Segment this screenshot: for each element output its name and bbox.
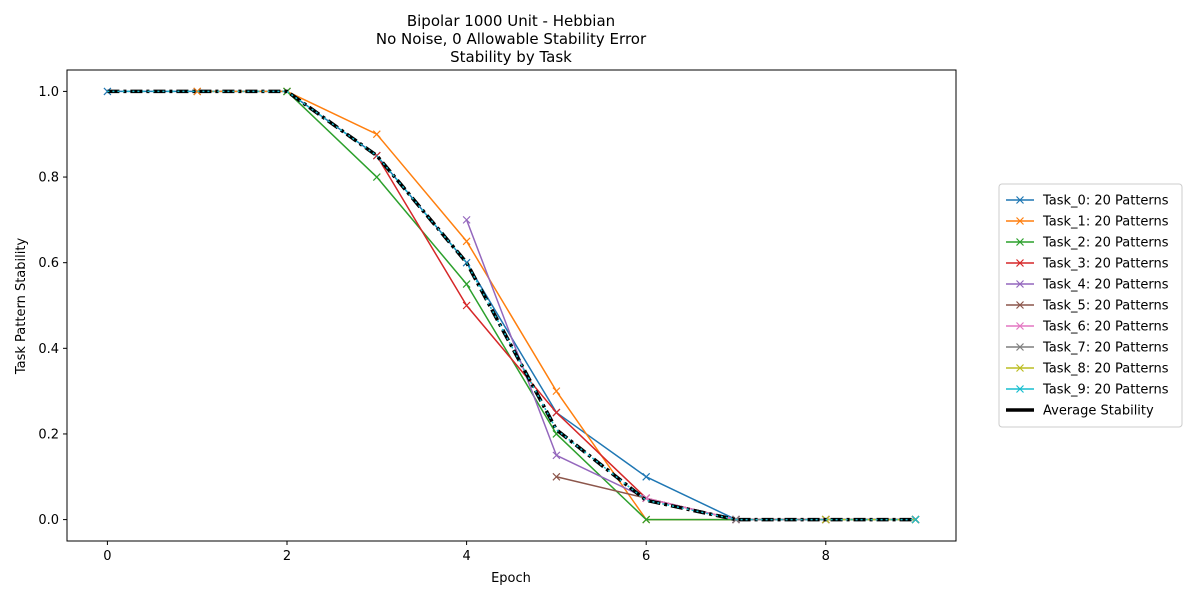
data-point-task-4 — [552, 451, 561, 460]
x-tick-label: 6 — [642, 549, 650, 564]
x-tick-label: 4 — [462, 549, 470, 564]
data-point-task-1 — [193, 87, 202, 96]
data-point-task-9 — [911, 515, 920, 524]
chart-title-line-3: Stability by Task — [450, 48, 572, 66]
legend-entry-2: Task_2: 20 Patterns — [1006, 236, 1169, 251]
legend-swatch-marker — [1016, 301, 1024, 309]
legend: Task_0: 20 Patterns Task_1: 20 Patterns Ta… — [998, 183, 1183, 428]
average-stability-line — [107, 89, 916, 522]
data-point-task-1 — [372, 130, 381, 139]
series-line-task-3 — [376, 155, 916, 521]
legend-label: Task_6: 20 Patterns — [1042, 320, 1169, 335]
data-point-task-5 — [552, 472, 561, 481]
y-tick-label: 1.0 — [38, 85, 59, 100]
series-average-stability — [107, 89, 916, 522]
x-tick-label: 0 — [103, 549, 111, 564]
series-line-task-5 — [556, 476, 916, 521]
legend-swatch-marker — [1016, 322, 1024, 330]
data-point-task-1 — [462, 237, 471, 246]
data-point-task-2 — [372, 173, 381, 181]
legend-entry-7: Task_7: 20 Patterns — [1006, 341, 1169, 356]
legend-entry-3: Task_3: 20 Patterns — [1006, 257, 1169, 272]
legend-swatch-marker — [1016, 217, 1024, 225]
y-tick-label: 0.4 — [38, 342, 59, 357]
chart-title: Bipolar 1000 Unit - Hebbian No Noise, 0 … — [376, 12, 647, 66]
x-tick-label: 8 — [822, 549, 830, 564]
y-axis-label: Task Pattern Stability — [14, 238, 29, 376]
overlay-dotted-line — [107, 90, 916, 521]
series-layer — [103, 87, 920, 524]
series-line-task-6 — [646, 497, 916, 521]
series-task-0 — [103, 87, 920, 524]
y-tick-label: 0.6 — [38, 256, 59, 271]
legend-entry-6: Task_6: 20 Patterns — [1006, 320, 1169, 335]
data-point-task-4 — [462, 215, 471, 224]
legend-swatch-marker — [1016, 259, 1024, 267]
chart-title-line-2: No Noise, 0 Allowable Stability Error — [376, 30, 647, 48]
y-tick-label: 0.8 — [38, 171, 59, 186]
legend-entry-0: Task_0: 20 Patterns — [1006, 194, 1169, 209]
series-task-9 — [911, 515, 920, 524]
legend-frame — [998, 183, 1183, 428]
y-axis-ticks: 0.0 0.2 0.4 0.6 0.8 1.0 — [38, 85, 67, 528]
legend-label: Task_1: 20 Patterns — [1042, 215, 1169, 230]
data-point-task-3 — [552, 408, 561, 417]
legend-swatch-marker — [1016, 238, 1024, 246]
legend-label: Task_2: 20 Patterns — [1042, 236, 1169, 251]
data-point-task-2 — [642, 515, 651, 524]
chart-title-line-1: Bipolar 1000 Unit - Hebbian — [407, 12, 615, 30]
y-tick-label: 0.2 — [38, 427, 59, 442]
legend-entry-8: Task_8: 20 Patterns — [1006, 362, 1169, 377]
plot-area-frame — [66, 69, 957, 542]
series-task-1 — [193, 87, 920, 524]
legend-swatch-marker — [1016, 343, 1024, 351]
legend-swatch-marker — [1016, 196, 1024, 204]
legend-entry-10: Average Stability — [1006, 404, 1154, 419]
legend-swatch-marker — [1016, 280, 1024, 288]
data-point-task-2 — [462, 280, 471, 289]
y-tick-label: 0.0 — [38, 513, 59, 528]
legend-entry-4: Task_4: 20 Patterns — [1006, 278, 1169, 293]
legend-entry-1: Task_1: 20 Patterns — [1006, 215, 1169, 230]
series-task-3 — [372, 151, 920, 524]
legend-label: Task_5: 20 Patterns — [1042, 299, 1169, 314]
x-axis-label: Epoch — [491, 571, 531, 586]
series-line-task-4 — [465, 219, 916, 521]
data-point-task-1 — [552, 387, 561, 396]
data-point-task-0 — [642, 472, 651, 481]
x-tick-label: 2 — [283, 549, 291, 564]
legend-swatch-marker — [1016, 385, 1024, 393]
legend-label: Task_0: 20 Patterns — [1042, 194, 1169, 209]
legend-label: Task_8: 20 Patterns — [1042, 362, 1169, 377]
data-point-task-0 — [103, 87, 112, 96]
legend-label: Average Stability — [1043, 404, 1154, 419]
legend-label: Task_4: 20 Patterns — [1042, 278, 1169, 293]
legend-entry-5: Task_5: 20 Patterns — [1006, 299, 1169, 314]
series-line-task-0 — [107, 90, 916, 521]
legend-label: Task_9: 20 Patterns — [1042, 383, 1169, 398]
legend-label: Task_7: 20 Patterns — [1042, 341, 1169, 356]
series-task-5 — [552, 472, 920, 524]
legend-label: Task_3: 20 Patterns — [1042, 257, 1169, 272]
data-point-task-3 — [462, 301, 471, 310]
x-axis-ticks: 0 2 4 6 8 — [103, 541, 830, 564]
legend-swatch-marker — [1016, 364, 1024, 372]
overlay-dotted-series — [107, 90, 916, 521]
legend-entry-9: Task_9: 20 Patterns — [1006, 383, 1169, 398]
